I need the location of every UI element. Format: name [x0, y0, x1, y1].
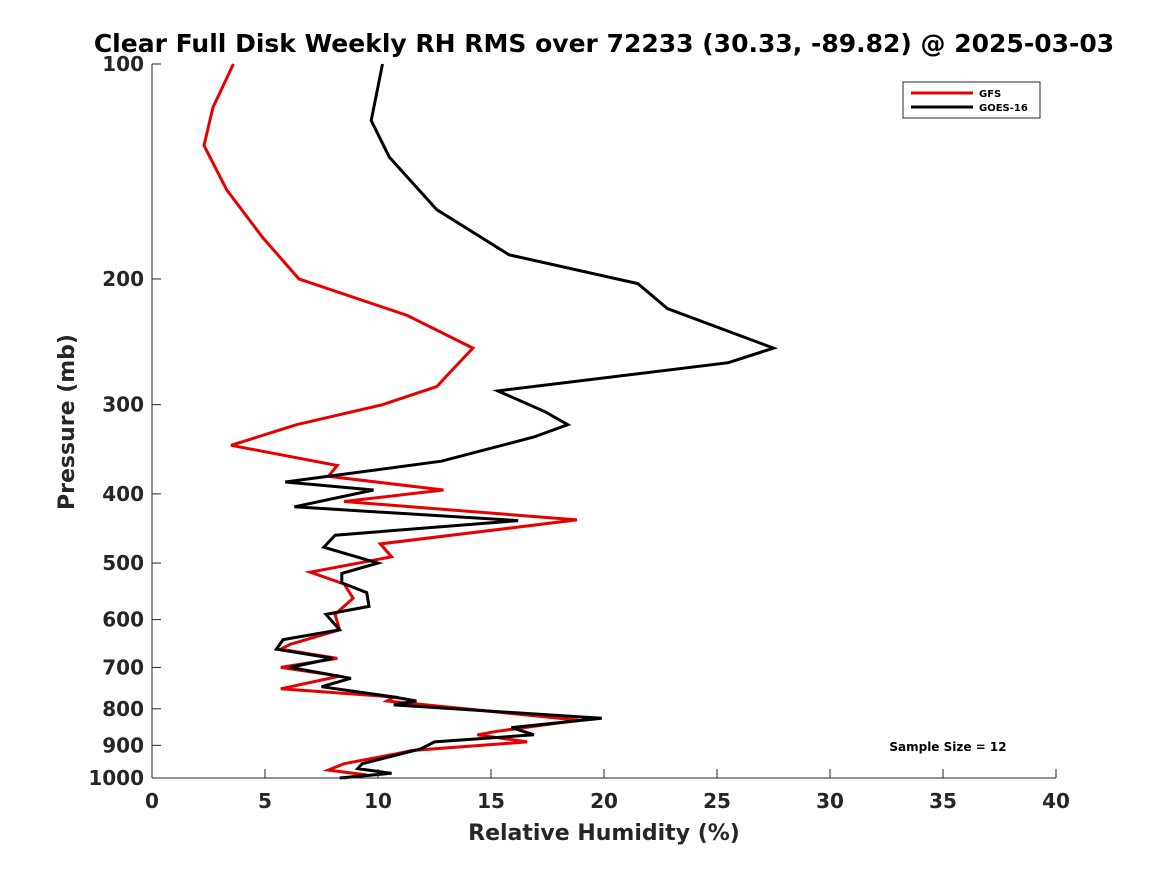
y-tick-label: 900 [102, 733, 144, 757]
legend-box [902, 81, 1041, 119]
x-tick-label: 15 [477, 789, 505, 813]
y-tick-label: 700 [102, 655, 144, 679]
series-line-gfs [202, 63, 580, 780]
x-tick-label: 20 [590, 789, 618, 813]
y-tick-label: 600 [102, 608, 144, 632]
y-tick-label: 800 [102, 697, 144, 721]
y-axis-label: Pressure (mb) [55, 334, 80, 510]
x-tick-label: 25 [703, 789, 731, 813]
y-tick-label: 500 [102, 551, 144, 575]
legend-label: GOES-16 [979, 103, 1028, 114]
x-axis: 0 5 10 15 20 25 30 35 40 [145, 769, 1070, 813]
y-tick-label: 400 [102, 482, 144, 506]
chart-title: Clear Full Disk Weekly RH RMS over 72233… [94, 29, 1114, 58]
x-tick-label: 40 [1042, 789, 1070, 813]
x-tick-label: 5 [258, 789, 272, 813]
plot-area [202, 63, 779, 780]
x-tick-label: 10 [364, 789, 392, 813]
x-axis-label: Relative Humidity (%) [468, 821, 740, 846]
x-tick-label: 0 [145, 789, 159, 813]
sample-size-annotation: Sample Size = 12 [889, 740, 1006, 754]
legend-label: GFS [979, 89, 1001, 100]
series-line-goes-16 [273, 63, 779, 780]
legend: GFS GOES-16 [902, 81, 1041, 119]
y-axis: 100 200 300 400 500 600 700 800 900 1000 [88, 52, 161, 790]
x-tick-label: 35 [929, 789, 957, 813]
y-tick-label: 200 [102, 267, 144, 291]
y-tick-label: 100 [102, 52, 144, 76]
x-tick-label: 30 [816, 789, 844, 813]
y-tick-label: 1000 [88, 766, 144, 790]
y-tick-label: 300 [102, 393, 144, 417]
